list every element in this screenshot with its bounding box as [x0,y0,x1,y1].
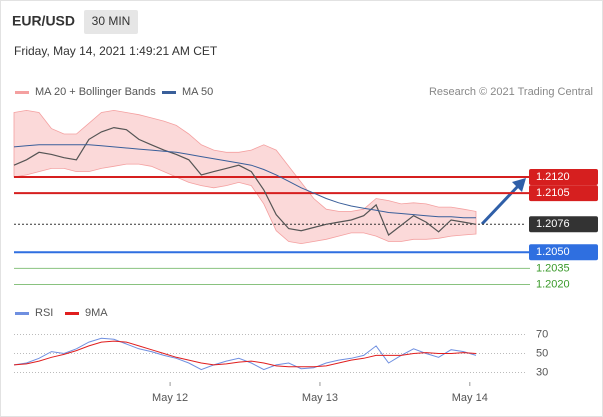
arrow [480,182,522,226]
legend-swatch [15,312,29,315]
level-box [529,185,598,202]
symbol: EUR/USD [12,13,75,29]
level-box [529,169,598,186]
legend-label: RSI [35,307,53,319]
level-box [529,244,598,261]
source: Research © 2021 Trading Central [429,86,593,98]
arrow-head [512,178,526,192]
legend-label: MA 50 [182,86,213,98]
legend-swatch [162,91,176,94]
x-tick-label: May 12 [152,392,188,404]
level-label: 1.2076 [536,218,570,230]
level-label: 1.2105 [536,187,570,199]
series-line [13,144,476,219]
x-tick-label: May 13 [302,392,338,404]
legend-label: 9MA [85,307,108,319]
level-label: 1.2050 [536,246,570,258]
y-tick-label: 70 [536,328,548,340]
x-tick-label: May 14 [452,392,488,404]
y-tick-label: 30 [536,366,548,378]
level-label: 1.2035 [536,262,570,274]
timeframe: 30 MIN [92,14,131,28]
level-label: 1.2020 [536,278,570,290]
timeframe-box [84,10,138,34]
level-label: 1.2120 [536,171,570,183]
level-box [529,216,598,233]
legend-label: MA 20 + Bollinger Bands [35,86,156,98]
legend-swatch [65,312,79,315]
legend-swatch [15,91,29,94]
series-line [13,340,477,368]
price-line [13,126,477,236]
series-line [13,337,477,371]
datetime: Friday, May 14, 2021 1:49:21 AM CET [14,44,218,58]
y-tick-label: 50 [536,347,548,359]
